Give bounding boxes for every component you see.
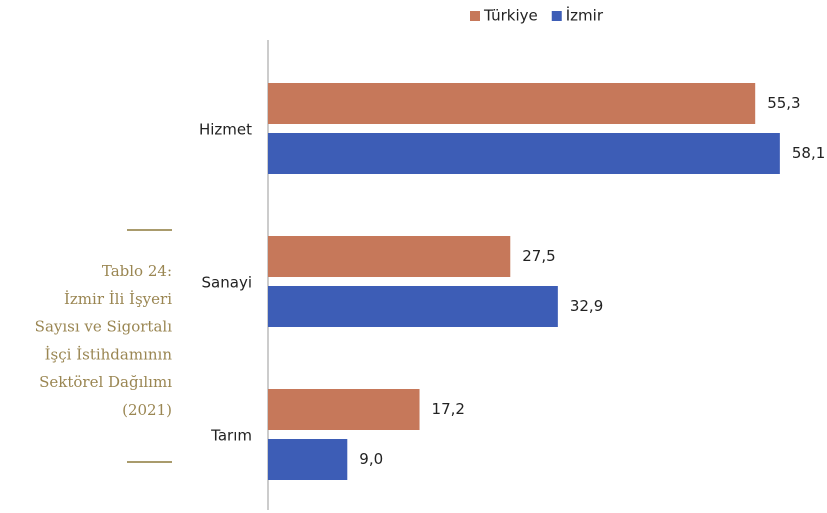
bar	[268, 439, 348, 480]
caption-line: Sayısı ve Sigortalı	[35, 318, 173, 336]
legend-label: İzmir	[566, 6, 604, 25]
bar	[268, 389, 420, 430]
category-label: Hizmet	[199, 121, 252, 139]
caption-line: (2021)	[122, 401, 172, 419]
legend-swatch	[470, 11, 480, 21]
bar	[268, 83, 756, 124]
caption-line: İşçi İstihdamının	[45, 345, 173, 363]
legend-swatch	[551, 11, 562, 21]
value-label: 9,0	[359, 450, 383, 468]
bar	[268, 286, 558, 327]
value-label: 27,5	[522, 247, 555, 265]
caption-line: İzmir İli İşyeri	[64, 290, 172, 308]
bar	[268, 236, 511, 277]
value-label: 55,3	[767, 94, 800, 112]
value-label: 58,1	[792, 144, 825, 162]
category-label: Sanayi	[202, 274, 252, 292]
caption-line: Tablo 24:	[102, 262, 172, 280]
legend-label: Türkiye	[483, 7, 538, 25]
value-label: 32,9	[570, 297, 603, 315]
value-label: 17,2	[432, 400, 465, 418]
caption-line: Sektörel Dağılımı	[39, 373, 172, 391]
category-label: Tarım	[210, 427, 252, 445]
bar	[268, 133, 780, 174]
